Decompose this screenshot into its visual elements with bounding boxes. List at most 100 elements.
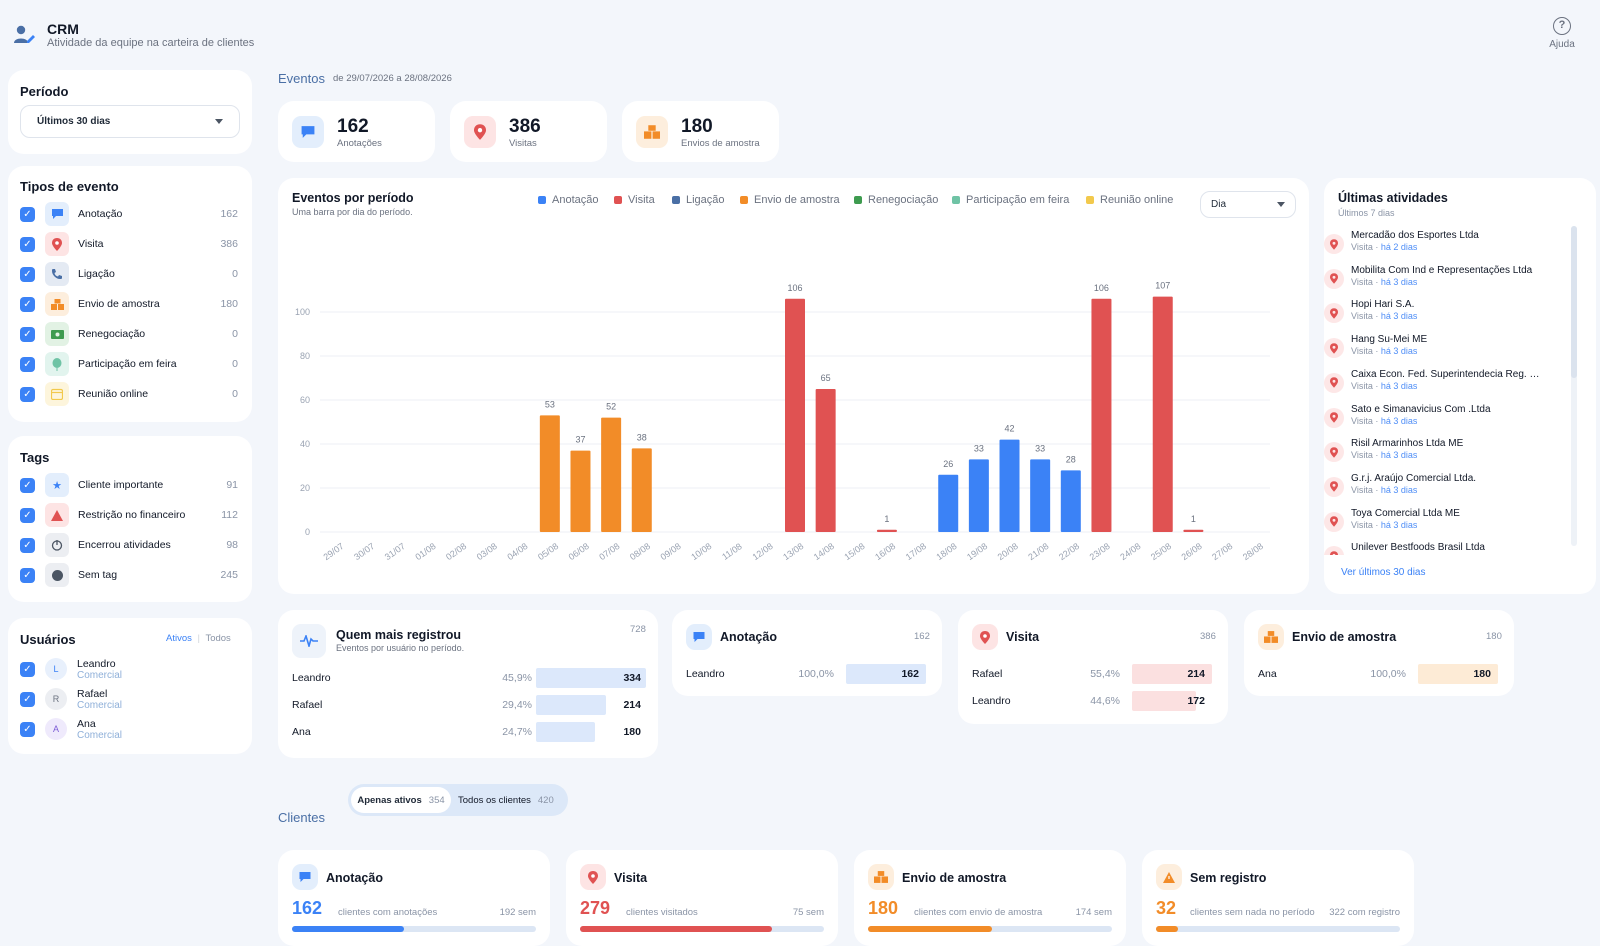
activity-meta: Visita · há 3 dias (1351, 416, 1417, 426)
legend-label: Anotação (552, 194, 599, 206)
activity-item[interactable]: G.r.j. Araújo Comercial Ltda. Visita · há… (1324, 473, 1546, 507)
boxes-icon (868, 864, 894, 890)
tag-row[interactable]: ✓ Sem tag 245 (20, 563, 238, 587)
help-button[interactable]: ? Ajuda (1540, 17, 1584, 50)
clients-filter-toggle: Apenas ativos 354 Todos os clientes 420 (348, 784, 568, 816)
checkbox-checked-icon[interactable]: ✓ (20, 477, 35, 493)
users-filter-all[interactable]: Todos (205, 633, 231, 644)
checkbox-checked-icon[interactable]: ✓ (20, 356, 35, 372)
granularity-selected: Dia (1211, 199, 1227, 210)
checkbox-checked-icon[interactable]: ✓ (20, 236, 35, 252)
checkbox-checked-icon[interactable]: ✓ (20, 567, 35, 583)
see-30-days-link[interactable]: Ver últimos 30 dias (1341, 567, 1426, 578)
map-pin-icon (1324, 476, 1344, 497)
events-bar-chart: 0 20 40 60 80 100 29/07 30/07 31/07 01/08 02/08 03/… (295, 281, 1270, 562)
event-type-row[interactable]: ✓ Visita 386 (20, 232, 238, 256)
activity-item[interactable]: Risil Armarinhos Ltda ME Visita · há 3 di… (1324, 438, 1546, 472)
tags-heading: Tags (20, 450, 50, 465)
stat-label: Envios de amostra (681, 138, 760, 149)
period-select[interactable]: Últimos 30 dias (20, 105, 240, 138)
user-role: Comercial (77, 669, 123, 681)
event-type-row[interactable]: ✓ Ligação 0 (20, 262, 238, 286)
user-row[interactable]: ✓ R Rafael Comercial (20, 685, 238, 713)
event-type-row[interactable]: ✓ Anotação 162 (20, 202, 238, 226)
client-metric-card: Anotação 162 clientes com anotações 192 sem (278, 850, 550, 946)
toggle-active-only[interactable]: Apenas ativos 354 (351, 787, 451, 813)
activity-meta: Visita · há 2 dias (1351, 242, 1417, 252)
scrollbar-track[interactable] (1571, 226, 1577, 546)
activity-item[interactable]: Caixa Econ. Fed. Superintendecia Reg. Ca… (1324, 369, 1546, 403)
checkbox-checked-icon[interactable]: ✓ (20, 721, 35, 737)
activity-type: Visita · (1351, 450, 1379, 461)
checkbox-checked-icon[interactable]: ✓ (20, 206, 35, 222)
event-type-row[interactable]: ✓ Reunião online 0 (20, 382, 238, 406)
toggle-all-count: 420 (537, 794, 554, 806)
checkbox-checked-icon[interactable]: ✓ (20, 691, 35, 707)
app-title: CRM (47, 21, 79, 37)
toggle-all-clients[interactable]: Todos os clientes 420 (458, 787, 554, 813)
client-metric-card: Sem registro 32 clientes sem nada no perío… (1142, 850, 1414, 946)
legend-item: Ligação (672, 194, 725, 206)
user-name: Ana (1258, 668, 1277, 680)
user-percent: 44,6% (1090, 695, 1120, 707)
checkbox-checked-icon[interactable]: ✓ (20, 661, 35, 677)
user-row[interactable]: ✓ L Leandro Comercial (20, 655, 238, 683)
activity-item[interactable]: Sato e Simanavicius Com .Ltda Visita · há… (1324, 404, 1546, 438)
tag-row[interactable]: ✓ ★ Cliente importante 91 (20, 473, 238, 497)
checkbox-checked-icon[interactable]: ✓ (20, 537, 35, 553)
x-tick-label: 04/08 (505, 541, 529, 562)
top-user-row: Ana 24,7% 180 (292, 722, 644, 742)
users-filter-active[interactable]: Ativos (166, 633, 192, 644)
map-pin-icon (1324, 511, 1344, 532)
bar-value-label: 26 (943, 459, 953, 469)
stat-value: 386 (509, 116, 541, 137)
tag-row[interactable]: ✓ Restrição no financeiro 112 (20, 503, 238, 527)
circle-icon (45, 563, 69, 587)
user-row[interactable]: ✓ A Ana Comercial (20, 715, 238, 743)
checkbox-checked-icon[interactable]: ✓ (20, 296, 35, 312)
checkbox-checked-icon[interactable]: ✓ (20, 266, 35, 282)
activity-item[interactable]: Mobilita Com Ind e Representações Ltda Vi… (1324, 265, 1546, 299)
client-card-rest: 192 sem (499, 907, 536, 918)
checkbox-checked-icon[interactable]: ✓ (20, 326, 35, 342)
activities-scroll-area[interactable]: Mercadão dos Esportes Ltda Visita · há 2 … (1324, 225, 1574, 555)
activity-type: Visita · (1351, 346, 1379, 357)
activity-client: Unilever Bestfoods Brasil Ltda (1351, 542, 1485, 554)
client-card-value: 32 (1156, 898, 1177, 918)
event-type-row[interactable]: ✓ Envio de amostra 180 (20, 292, 238, 316)
bar-value-label: 28 (1066, 454, 1076, 464)
x-tick-label: 26/08 (1180, 541, 1204, 562)
activity-type: Visita · (1351, 380, 1379, 391)
type-user-row: Leandro 44,6% 172 (972, 691, 1216, 711)
activity-type: Visita · (1351, 554, 1378, 555)
scrollbar-thumb[interactable] (1571, 226, 1577, 378)
activity-item[interactable]: Hang Su-Mei ME Visita · há 3 dias (1324, 334, 1546, 368)
activity-when: há 3 dias (1381, 554, 1418, 555)
user-name: Leandro (292, 672, 331, 684)
activity-item[interactable]: Mercadão dos Esportes Ltda Visita · há 2 … (1324, 230, 1546, 264)
boxes-icon (636, 116, 668, 148)
map-pin-icon (1324, 268, 1344, 289)
x-tick-label: 20/08 (996, 541, 1020, 562)
calendar-icon (45, 382, 69, 406)
activity-item[interactable]: Toya Comercial Ltda ME Visita · há 3 dias (1324, 508, 1546, 542)
activity-when: há 3 dias (1380, 311, 1418, 322)
user-value: 334 (623, 672, 641, 684)
activity-when: há 3 dias (1380, 450, 1418, 461)
map-pin-icon (1324, 407, 1344, 428)
tag-row[interactable]: ✓ Encerrou atividades 98 (20, 533, 238, 557)
map-pin-icon (580, 864, 606, 890)
activity-meta: Visita · há 3 dias (1351, 381, 1417, 391)
checkbox-checked-icon[interactable]: ✓ (20, 507, 35, 523)
activity-item[interactable]: Hopi Hari S.A. Visita · há 3 dias (1324, 299, 1546, 333)
user-value: 180 (623, 726, 641, 738)
filter-separator: | (197, 633, 200, 644)
y-tick-label: 60 (300, 395, 310, 405)
activity-client: G.r.j. Araújo Comercial Ltda. (1351, 472, 1477, 484)
granularity-select[interactable]: Dia (1200, 191, 1296, 218)
checkbox-checked-icon[interactable]: ✓ (20, 386, 35, 402)
event-type-row[interactable]: ✓ Renegociação 0 (20, 322, 238, 346)
event-type-row[interactable]: ✓ Participação em feira 0 (20, 352, 238, 376)
activity-meta: Visita · há 3 dias (1351, 346, 1417, 356)
